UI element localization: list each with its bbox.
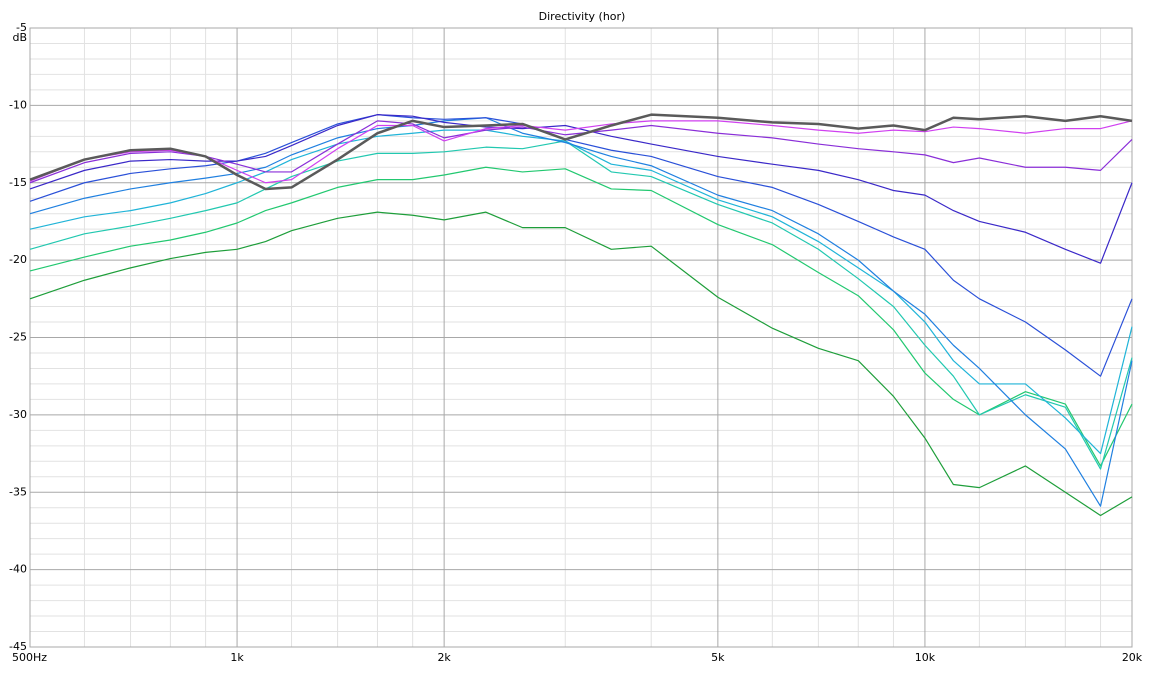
y-tick-label: -20 — [9, 253, 27, 266]
chart-title: Directivity (hor) — [539, 10, 626, 23]
y-tick-label: -30 — [9, 408, 27, 421]
y-tick-label: -15 — [9, 176, 27, 189]
y-tick-label: -35 — [9, 485, 27, 498]
y-tick-label: -25 — [9, 331, 27, 344]
series-line — [29, 211, 1133, 517]
x-tick-label: 20k — [1122, 651, 1143, 664]
y-tick-label: -40 — [9, 563, 27, 576]
y-axis-label: dB — [12, 31, 27, 44]
x-tick-label: 10k — [915, 651, 936, 664]
plot-frame — [29, 27, 1133, 648]
x-tick-label: 2k — [437, 651, 451, 664]
y-tick-label: -45 — [9, 640, 27, 653]
x-tick-label: 5k — [711, 651, 725, 664]
series-line — [29, 129, 1133, 455]
series-line — [29, 166, 1133, 467]
y-tick-label: -5 — [16, 21, 27, 34]
series-line — [29, 120, 1133, 184]
x-tick-label: 500Hz — [12, 651, 47, 664]
series-line — [29, 113, 1133, 191]
y-tick-label: -10 — [9, 98, 27, 111]
series-line — [29, 120, 1133, 184]
x-tick-label: 1k — [230, 651, 244, 664]
series-line — [29, 117, 1133, 507]
